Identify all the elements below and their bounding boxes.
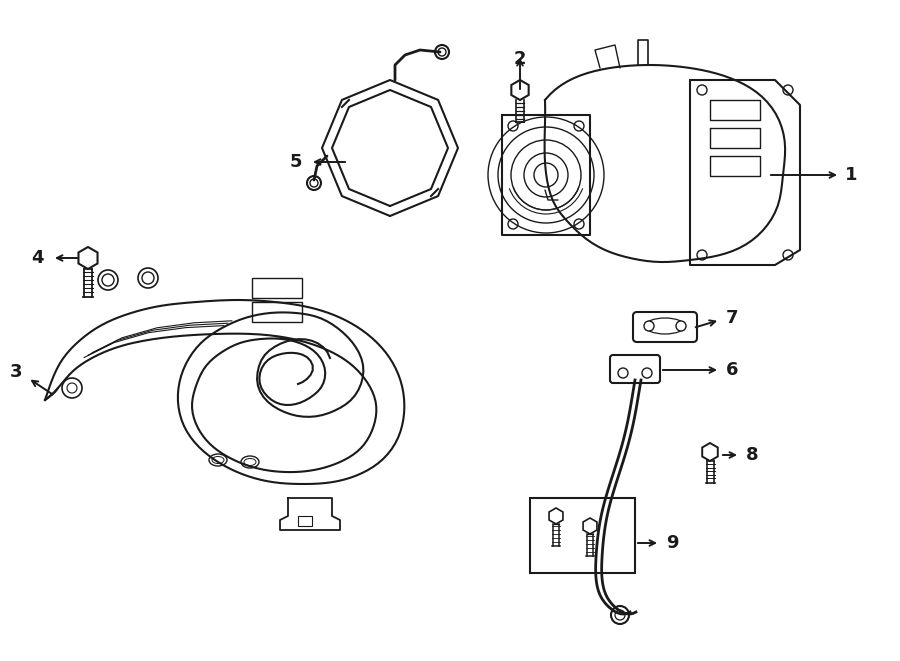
Polygon shape: [583, 518, 597, 534]
Text: 7: 7: [726, 309, 739, 327]
Polygon shape: [702, 443, 718, 461]
FancyBboxPatch shape: [633, 312, 697, 342]
Bar: [252, 278, 302, 298]
Circle shape: [138, 268, 158, 288]
Circle shape: [307, 176, 321, 190]
Circle shape: [98, 270, 118, 290]
Polygon shape: [511, 80, 528, 100]
Text: 9: 9: [666, 534, 679, 552]
Polygon shape: [549, 508, 562, 524]
Polygon shape: [78, 247, 97, 269]
Text: 6: 6: [726, 361, 739, 379]
Circle shape: [618, 368, 628, 378]
Circle shape: [676, 321, 686, 331]
Bar: [530, 498, 635, 573]
Ellipse shape: [209, 454, 227, 466]
Text: 4: 4: [32, 249, 44, 267]
Circle shape: [611, 606, 629, 624]
Text: 8: 8: [746, 446, 759, 464]
Text: 1: 1: [845, 166, 858, 184]
Bar: [252, 302, 302, 322]
Ellipse shape: [241, 456, 259, 468]
Bar: [298, 516, 312, 526]
FancyBboxPatch shape: [610, 355, 660, 383]
Circle shape: [644, 321, 654, 331]
Text: 5: 5: [290, 153, 302, 171]
Text: 3: 3: [10, 363, 22, 381]
Text: 2: 2: [514, 50, 526, 68]
Circle shape: [642, 368, 652, 378]
Circle shape: [62, 378, 82, 398]
Circle shape: [435, 45, 449, 59]
